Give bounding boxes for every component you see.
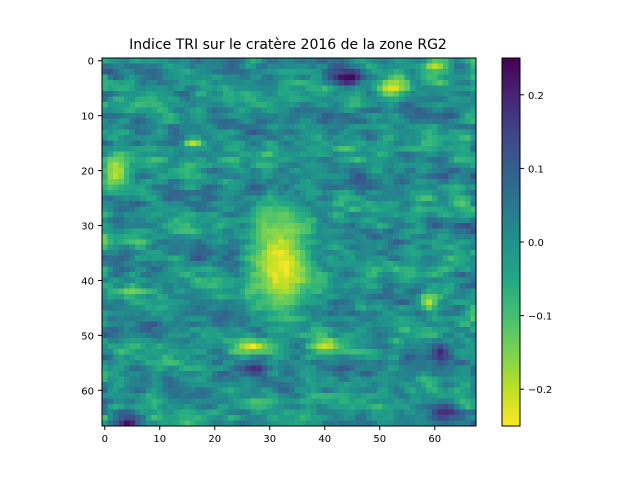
heatmap-plot <box>101 57 477 427</box>
colorbar-tick-label: −0.1 <box>528 312 552 323</box>
colorbar: 0.2 0.1 0.0 −0.1 −0.2 <box>501 57 552 427</box>
y-tick-label: 30 <box>81 222 94 233</box>
colorbar-tick-label: 0.1 <box>528 164 544 175</box>
y-tick-label: 20 <box>81 167 94 178</box>
chart-title: Indice TRI sur le cratère 2016 de la zon… <box>129 37 447 53</box>
colorbar-tick-label: −0.2 <box>528 385 552 396</box>
colorbar-ticks: 0.2 0.1 0.0 −0.1 −0.2 <box>520 91 552 396</box>
heatmap-image <box>102 58 476 426</box>
plot-frame <box>101 57 477 427</box>
x-tick-label: 10 <box>153 434 166 445</box>
colorbar-tick-label: 0.2 <box>528 91 544 102</box>
y-tick-label: 50 <box>81 331 94 342</box>
y-tick-label: 40 <box>81 276 94 287</box>
y-tick-label: 0 <box>88 57 94 68</box>
x-tick-label: 30 <box>263 434 276 445</box>
y-axis: 0 10 20 30 40 50 60 <box>81 57 102 397</box>
colorbar-tick-label: 0.0 <box>528 238 544 249</box>
y-tick-label: 60 <box>81 386 94 397</box>
x-tick-label: 0 <box>102 434 108 445</box>
x-axis: 0 10 20 30 40 50 60 <box>102 426 441 445</box>
x-tick-label: 60 <box>428 434 441 445</box>
colorbar-gradient <box>502 58 520 426</box>
x-tick-label: 40 <box>318 434 331 445</box>
x-tick-label: 50 <box>373 434 386 445</box>
y-tick-label: 10 <box>81 112 94 123</box>
x-tick-label: 20 <box>208 434 221 445</box>
